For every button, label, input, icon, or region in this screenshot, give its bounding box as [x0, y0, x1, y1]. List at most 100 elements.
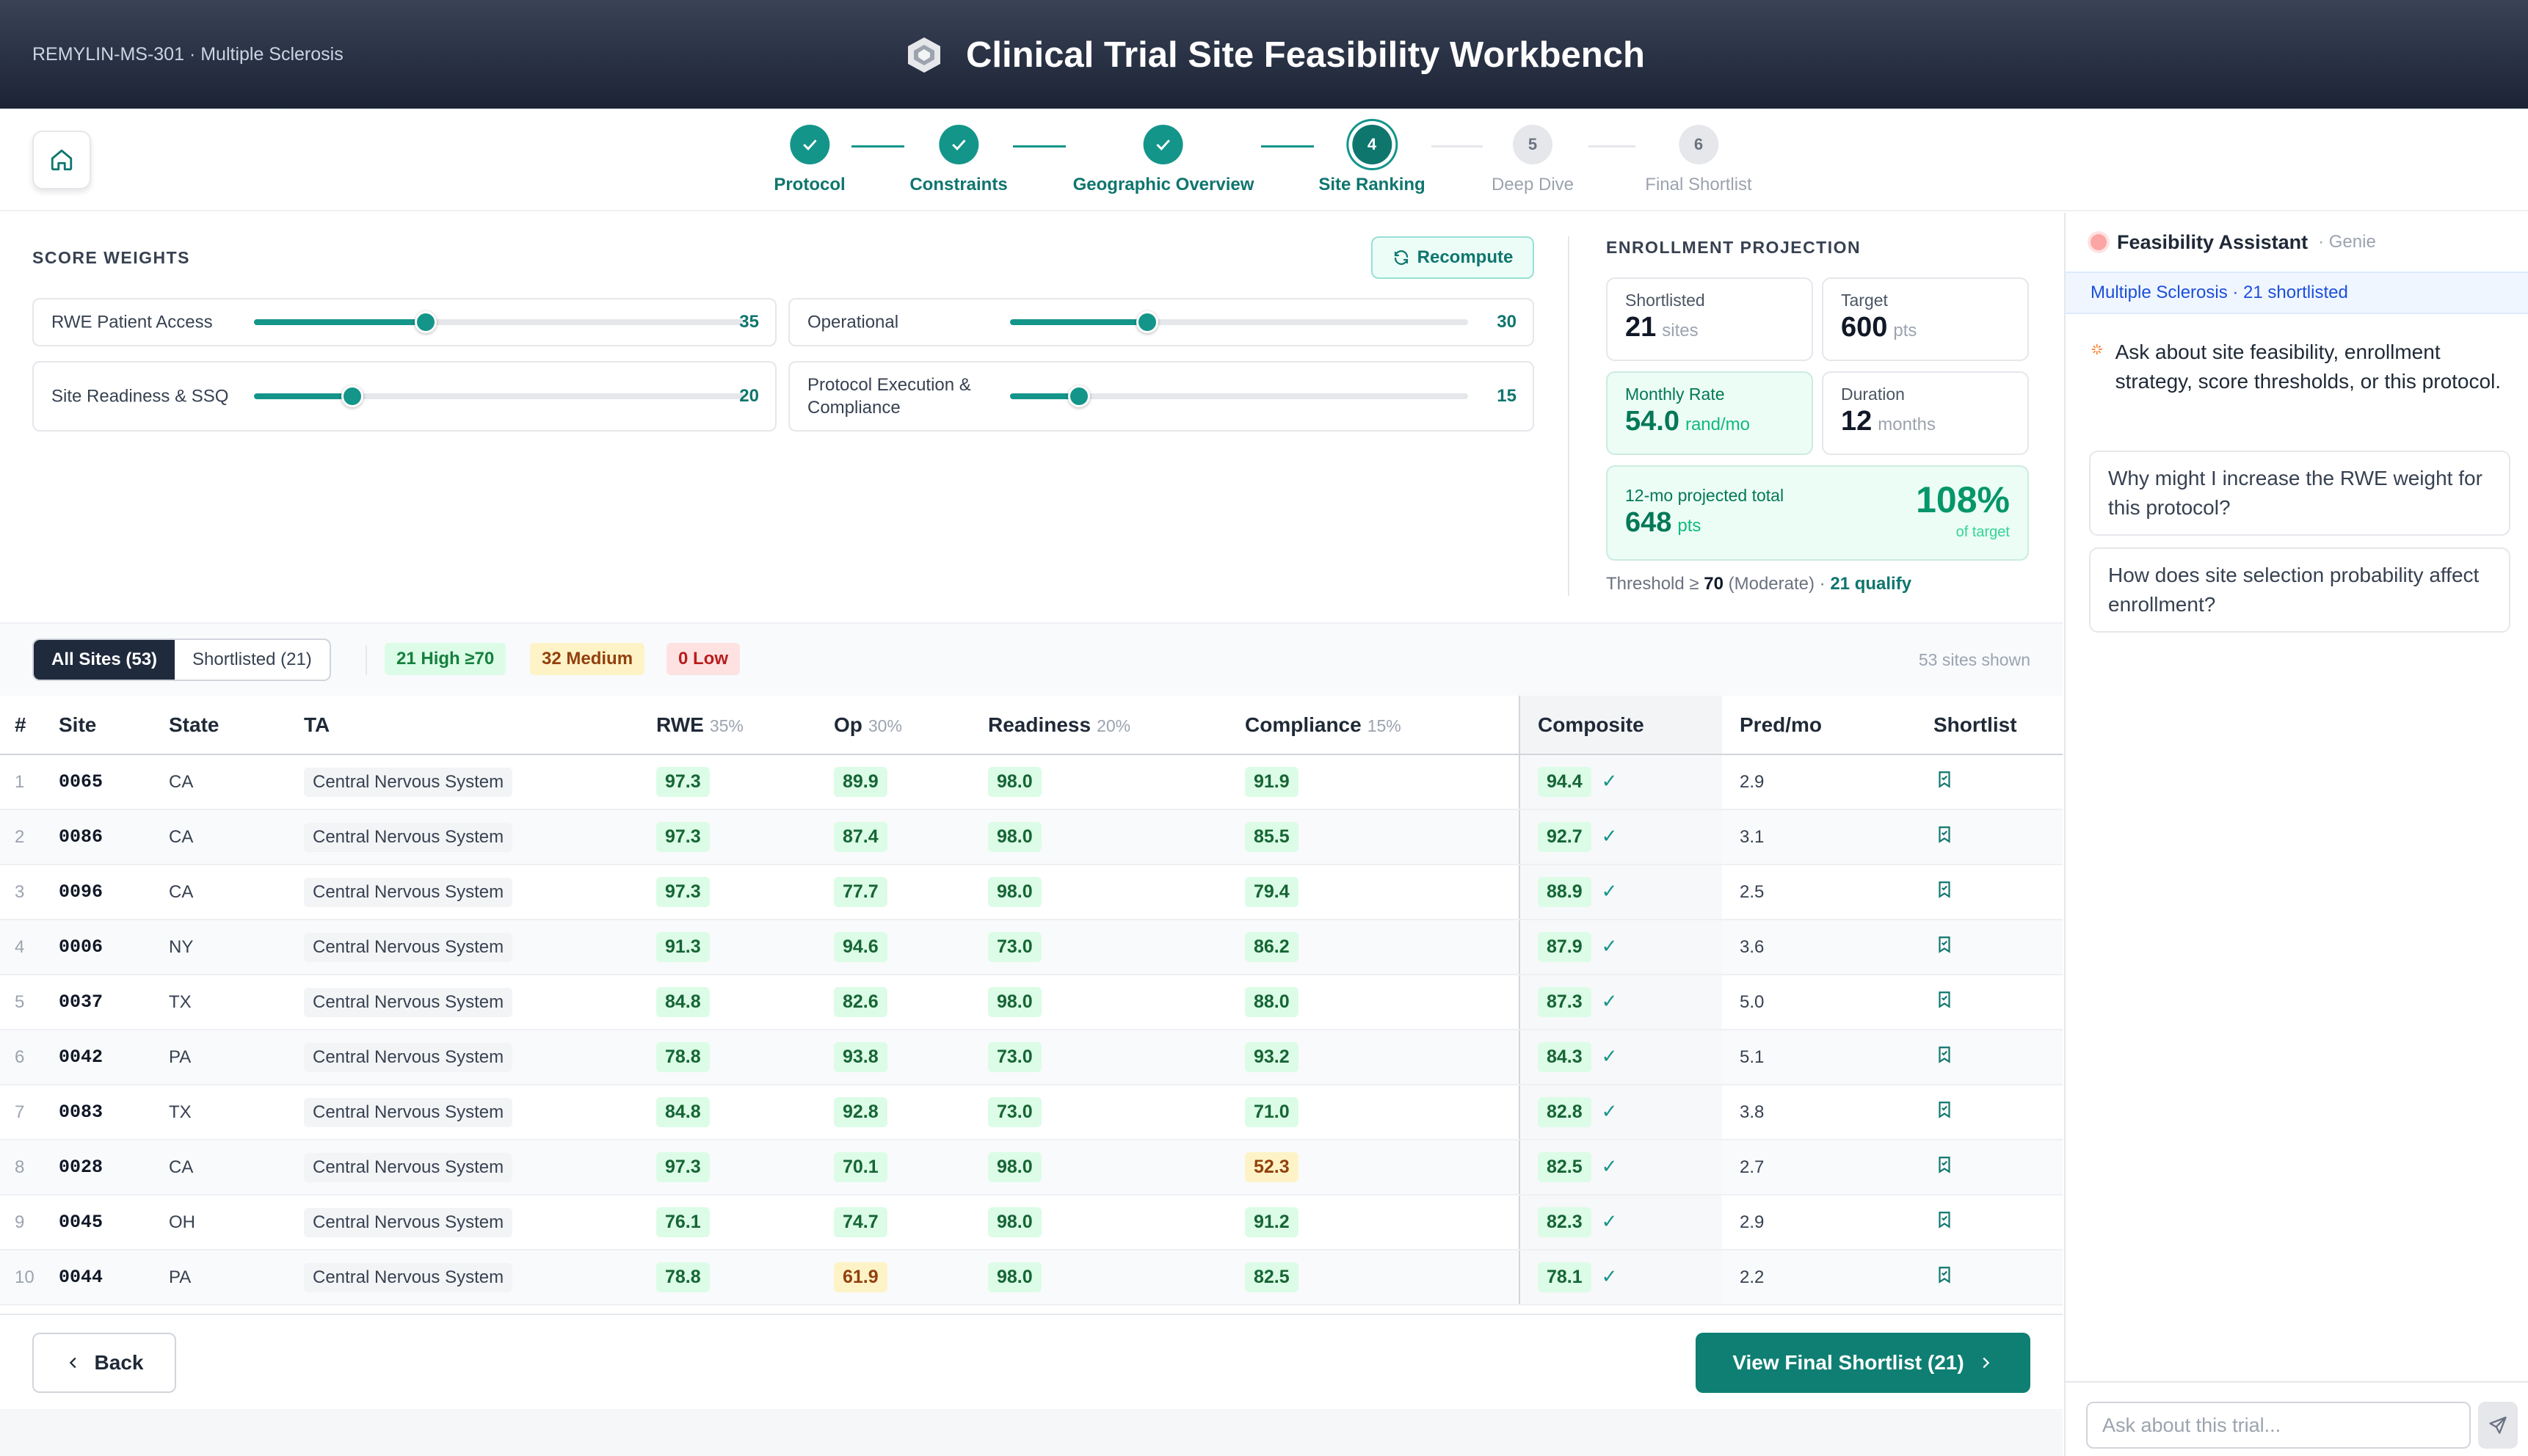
back-button[interactable]: Back [32, 1333, 176, 1393]
shortlist-toggle[interactable] [1935, 770, 1954, 794]
step-number: 4 [1351, 125, 1392, 164]
table-row[interactable]: 8 0028 CA Central Nervous System 97.3 70.1 98.… [0, 1140, 2063, 1195]
home-button[interactable] [32, 131, 91, 189]
score-badge: 73.0 [988, 932, 1042, 962]
col-header-rwe[interactable]: RWE 35% [656, 696, 834, 755]
percent-of-target: 108% [1916, 479, 2010, 520]
recompute-button[interactable]: Recompute [1371, 236, 1534, 279]
low-count-badge[interactable]: 0 Low [666, 643, 741, 675]
ta-tag: Central Nervous System [304, 1042, 513, 1072]
score-badge: 88.9 [1538, 877, 1591, 907]
weight-slider-readiness[interactable] [254, 385, 744, 407]
site-id[interactable]: 0037 [59, 975, 169, 1030]
suggestion-rwe-weight[interactable]: Why might I increase the RWE weight for … [2089, 451, 2510, 536]
score-badge: 84.3 [1538, 1042, 1591, 1072]
bookmark-icon [1939, 936, 1950, 953]
table-row[interactable]: 7 0083 TX Central Nervous System 84.8 92.8 73.… [0, 1085, 2063, 1140]
score-badge: 61.9 [834, 1262, 887, 1292]
site-id[interactable]: 0083 [59, 1085, 169, 1140]
table-row[interactable]: 9 0045 OH Central Nervous System 76.1 74.7 98.… [0, 1195, 2063, 1251]
site-state: CA [169, 809, 295, 865]
site-id[interactable]: 0065 [59, 754, 169, 810]
site-id[interactable]: 0045 [59, 1195, 169, 1251]
all-sites-tab[interactable]: All Sites (53) [34, 640, 175, 680]
shortlist-toggle[interactable] [1935, 880, 1954, 904]
view-final-shortlist-button[interactable]: View Final Shortlist (21) [1696, 1333, 2030, 1393]
site-id[interactable]: 0006 [59, 920, 169, 975]
trial-id: REMYLIN-MS-301 · Multiple Sclerosis [32, 44, 344, 65]
suggestion-selection-probability[interactable]: How does site selection probability affe… [2089, 547, 2510, 633]
col-header-pred[interactable]: Pred/mo [1722, 696, 1901, 755]
col-header-readiness[interactable]: Readiness 20% [988, 696, 1245, 755]
qualified-check-icon: ✓ [1601, 1045, 1618, 1067]
col-header-ta[interactable]: TA [295, 696, 656, 755]
table-row[interactable]: 4 0006 NY Central Nervous System 91.3 94.6 73.… [0, 920, 2063, 975]
shortlist-toggle[interactable] [1935, 990, 1954, 1014]
score-badge: 91.9 [1245, 767, 1298, 797]
predicted-per-month: 2.9 [1722, 754, 1901, 810]
table-header-row: # Site State TA RWE 35% Op 30% Readiness 20… [0, 696, 2063, 755]
score-badge: 98.0 [988, 877, 1042, 907]
section-title: ENROLLMENT PROJECTION [1606, 238, 1862, 257]
shortlist-toggle[interactable] [1935, 825, 1954, 849]
table-row[interactable]: 2 0086 CA Central Nervous System 97.3 87.4 98.… [0, 809, 2063, 865]
ta-tag: Central Nervous System [304, 932, 513, 962]
shortlist-toggle[interactable] [1935, 1045, 1954, 1069]
bookmark-icon [1939, 991, 1950, 1008]
step-constraints[interactable]: Constraints [909, 125, 1008, 195]
shortlisted-tab[interactable]: Shortlisted (21) [192, 649, 312, 669]
site-state: PA [169, 1250, 295, 1306]
col-header-state[interactable]: State [169, 696, 295, 755]
table-row[interactable]: 1 0065 CA Central Nervous System 97.3 89.9 98.… [0, 754, 2063, 810]
step-deep-dive[interactable]: 5 Deep Dive [1492, 125, 1574, 195]
weight-label: Operational [807, 312, 899, 332]
ta-tag: Central Nervous System [304, 987, 513, 1017]
step-protocol[interactable]: Protocol [774, 125, 846, 195]
table-row[interactable]: 10 0044 PA Central Nervous System 78.8 61.9 98… [0, 1250, 2063, 1306]
wizard-footer: Back View Final Shortlist (21) [0, 1314, 2063, 1409]
site-state: PA [169, 1030, 295, 1085]
score-badge: 74.7 [834, 1207, 887, 1237]
row-number: 1 [0, 754, 59, 810]
col-header-composite[interactable]: Composite [1519, 696, 1722, 755]
site-ranking-table: # Site State TA RWE 35% Op 30% Readiness 20… [0, 696, 2063, 1306]
table-row[interactable]: 3 0096 CA Central Nervous System 97.3 77.7 98.… [0, 864, 2063, 920]
col-header-op[interactable]: Op 30% [834, 696, 988, 755]
site-id[interactable]: 0096 [59, 864, 169, 920]
assistant-chat-input[interactable] [2086, 1402, 2471, 1449]
shortlist-toggle[interactable] [1935, 1265, 1954, 1289]
assistant-context: Multiple Sclerosis · 21 shortlisted [2066, 272, 2528, 314]
medium-count-badge[interactable]: 32 Medium [530, 643, 645, 675]
card-label: 12-mo projected total [1625, 486, 1784, 505]
weight-slider-operational[interactable] [1010, 311, 1468, 333]
shortlist-toggle[interactable] [1935, 1210, 1954, 1234]
high-count-badge[interactable]: 21 High ≥70 [385, 643, 506, 675]
col-header-site[interactable]: Site [59, 696, 169, 755]
assistant-intro-message: Ask about site feasibility, enrollment s… [2091, 338, 2509, 396]
shortlist-toggle[interactable] [1935, 935, 1954, 959]
score-badge: 98.0 [988, 1207, 1042, 1237]
sparkle-icon [2091, 343, 2103, 355]
table-row[interactable]: 6 0042 PA Central Nervous System 78.8 93.8 73.… [0, 1030, 2063, 1085]
shortlist-toggle[interactable] [1935, 1155, 1954, 1179]
filter-bar: All Sites (53) Shortlisted (21) 21 High … [0, 622, 2063, 696]
shortlist-toggle[interactable] [1935, 1100, 1954, 1124]
weight-slider-rwe[interactable] [254, 311, 744, 333]
table-row[interactable]: 5 0037 TX Central Nervous System 84.8 82.6 98.… [0, 975, 2063, 1030]
weight-slider-compliance[interactable] [1010, 385, 1468, 407]
site-id[interactable]: 0042 [59, 1030, 169, 1085]
card-value: 12 [1841, 406, 1873, 437]
step-label: Deep Dive [1491, 175, 1574, 194]
row-number: 9 [0, 1195, 59, 1251]
col-header-compliance[interactable]: Compliance 15% [1245, 696, 1519, 755]
step-final-shortlist[interactable]: 6 Final Shortlist [1645, 125, 1752, 195]
step-site-ranking[interactable]: 4 Site Ranking [1318, 125, 1425, 195]
score-badge: 91.3 [656, 932, 710, 962]
site-id[interactable]: 0086 [59, 809, 169, 865]
send-button[interactable] [2478, 1402, 2518, 1449]
wizard-stepper [0, 109, 2528, 211]
step-geographic-overview[interactable]: Geographic Overview [1073, 125, 1254, 195]
qualified-check-icon: ✓ [1601, 990, 1618, 1012]
site-id[interactable]: 0044 [59, 1250, 169, 1306]
site-id[interactable]: 0028 [59, 1140, 169, 1195]
